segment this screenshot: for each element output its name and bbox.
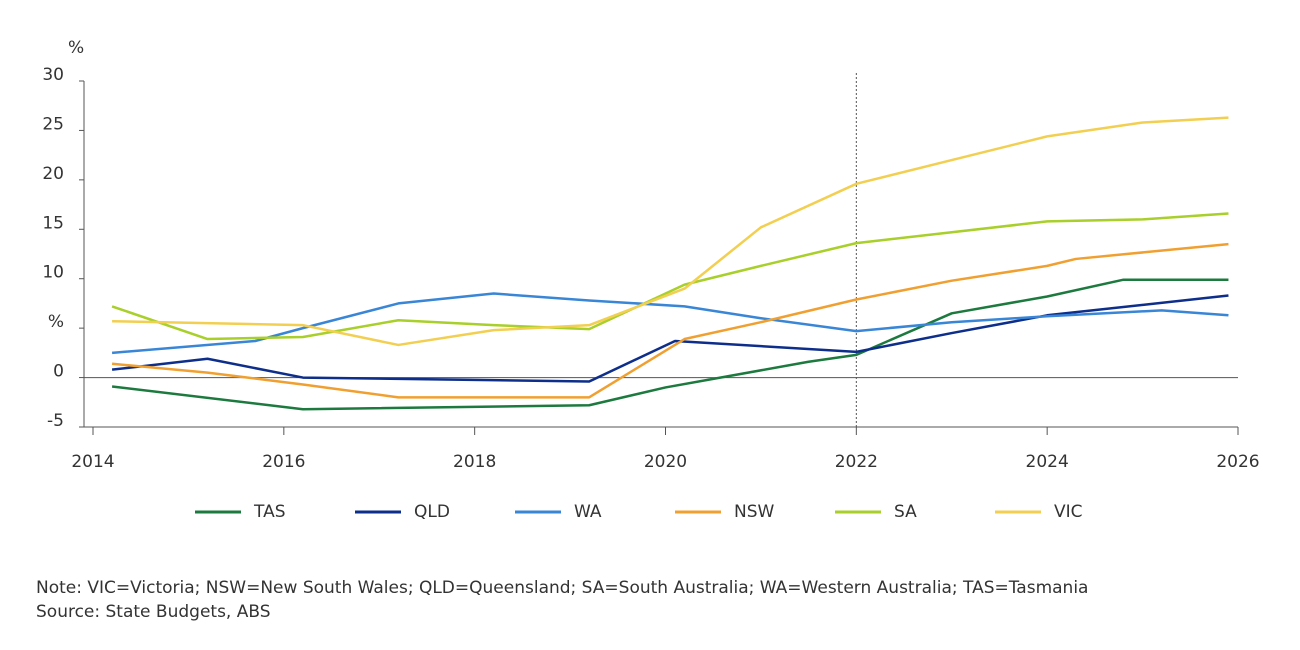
series-line xyxy=(111,212,1229,341)
y-tick-label: 20 xyxy=(42,164,64,184)
legend-label: WA xyxy=(574,502,602,522)
y-tick-label: % xyxy=(48,312,64,332)
x-tick-label: 2016 xyxy=(262,452,305,472)
series-line xyxy=(111,294,1229,383)
x-tick-label: 2018 xyxy=(453,452,496,472)
legend-label: TAS xyxy=(253,502,286,522)
y-tick-label: -5 xyxy=(47,411,64,431)
chart: % -5 0% 10 15 20 25 30 2014 2016 2018 2020 2022 2024… xyxy=(42,38,1259,522)
y-unit: % xyxy=(68,38,84,58)
x-tick-label: 2014 xyxy=(71,452,114,472)
series-line xyxy=(111,278,1229,411)
y-tick-label: 30 xyxy=(42,65,64,85)
x-tick-label: 2022 xyxy=(835,452,878,472)
legend-label: QLD xyxy=(414,502,450,522)
legend-label: NSW xyxy=(734,502,775,522)
legend-label: VIC xyxy=(1054,502,1083,522)
y-tick-label: 25 xyxy=(42,114,64,134)
series-line xyxy=(112,116,1229,347)
y-tick-label: 15 xyxy=(42,213,64,233)
y-tick-label: 10 xyxy=(42,263,64,283)
x-tick-label: 2026 xyxy=(1216,452,1259,472)
x-tick-label: 2020 xyxy=(644,452,687,472)
legend-label: SA xyxy=(894,502,917,522)
note: Note: VIC=Victoria; NSW=New South Wales;… xyxy=(36,578,1089,598)
series-line xyxy=(111,292,1229,355)
series-line xyxy=(111,242,1229,399)
y-tick-label: 0 xyxy=(53,362,64,382)
x-tick-label: 2024 xyxy=(1026,452,1069,472)
source: Source: State Budgets, ABS xyxy=(36,602,271,622)
